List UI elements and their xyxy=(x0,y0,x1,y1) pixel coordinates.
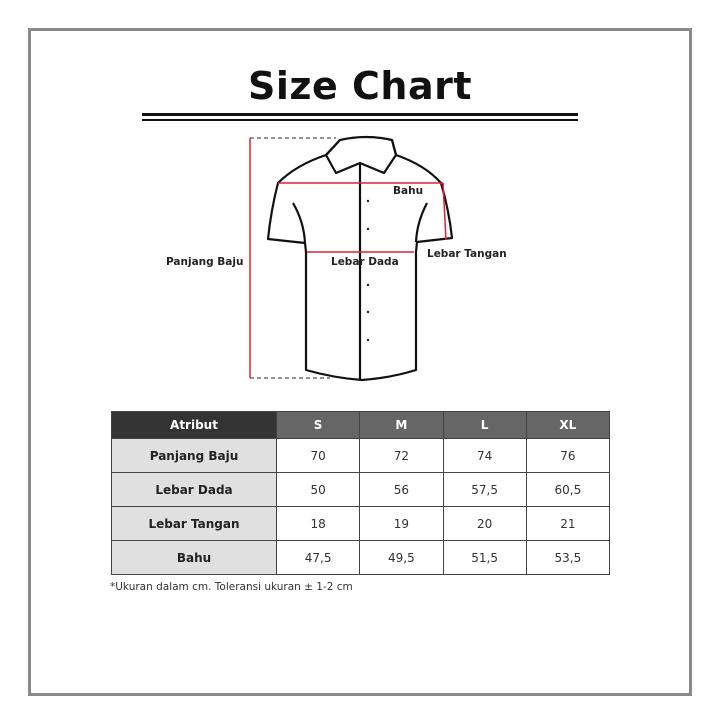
cell: 47,5 xyxy=(275,540,361,575)
cell: 19 xyxy=(359,506,444,541)
outer-frame xyxy=(28,28,692,696)
cell: 57,5 xyxy=(442,472,527,507)
cell: 74 xyxy=(442,438,527,473)
cell: 50 xyxy=(275,472,361,507)
table-row: Bahu 47,5 49,5 51,5 53,5 xyxy=(111,540,611,575)
cell: 72 xyxy=(359,438,444,473)
header-size: L xyxy=(442,411,527,439)
label-panjang-baju: Panjang Baju xyxy=(166,256,244,268)
table-header-row: Atribut S M L XL xyxy=(111,411,611,439)
cell: 20 xyxy=(442,506,527,541)
row-attr: Bahu xyxy=(111,540,277,575)
cell: 76 xyxy=(525,438,611,473)
cell: 18 xyxy=(275,506,361,541)
page-title: Size Chart xyxy=(247,64,472,108)
cell: 60,5 xyxy=(525,472,611,507)
shirt-diagram xyxy=(249,135,454,382)
label-bahu: Bahu xyxy=(393,185,424,197)
button-dots xyxy=(366,199,370,342)
row-attr: Lebar Tangan xyxy=(111,506,277,541)
cell: 53,5 xyxy=(525,540,611,575)
cell: 51,5 xyxy=(442,540,527,575)
cell: 21 xyxy=(525,506,611,541)
measure-lines xyxy=(249,138,447,378)
label-lebar-dada: Lebar Dada xyxy=(331,256,399,268)
tolerance-note: *Ukuran dalam cm. Toleransi ukuran ± 1-2… xyxy=(110,581,353,593)
shirt-outline-icon xyxy=(266,135,454,382)
row-attr: Lebar Dada xyxy=(111,472,277,507)
table-row: Panjang Baju 70 72 74 76 xyxy=(111,438,611,473)
cell: 56 xyxy=(359,472,444,507)
table-row: Lebar Dada 50 56 57,5 60,5 xyxy=(111,472,611,507)
lebar-tangan-line xyxy=(442,182,447,241)
label-lebar-tangan: Lebar Tangan xyxy=(427,248,507,260)
header-size: S xyxy=(275,411,361,439)
table-row: Lebar Tangan 18 19 20 21 xyxy=(111,506,611,541)
header-atribut: Atribut xyxy=(111,411,277,439)
size-table: Atribut S M L XL Panjang Baju 70 72 74 7… xyxy=(111,411,611,575)
cell: 70 xyxy=(275,438,361,473)
length-guides xyxy=(250,137,336,379)
title-divider-thin xyxy=(142,119,578,121)
header-size: M xyxy=(359,411,444,439)
header-size: XL xyxy=(525,411,611,439)
cell: 49,5 xyxy=(359,540,444,575)
title-divider xyxy=(142,113,578,116)
row-attr: Panjang Baju xyxy=(111,438,277,473)
